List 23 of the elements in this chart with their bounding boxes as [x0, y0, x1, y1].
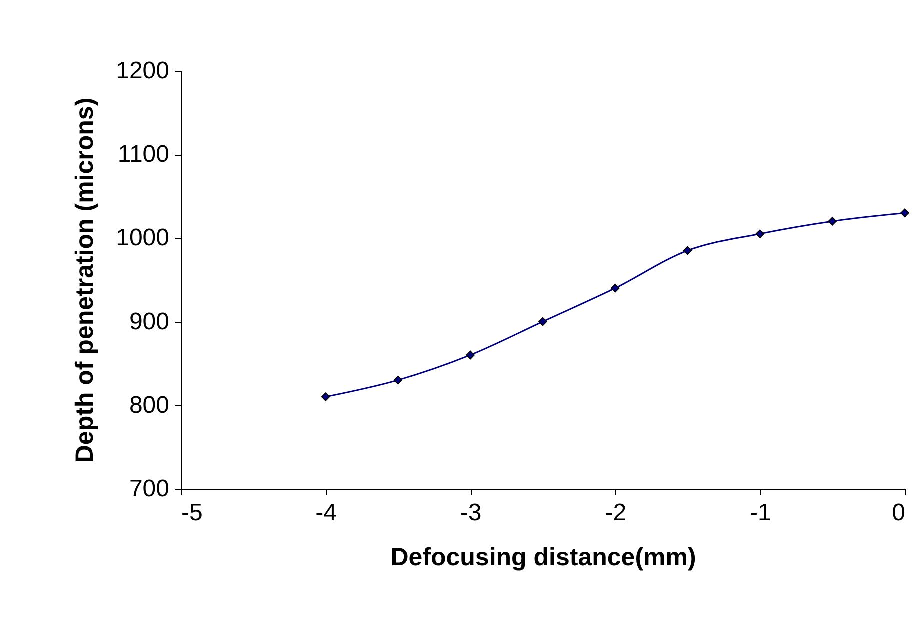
- x-tick-label: -2: [605, 500, 627, 526]
- x-tick-label: -1: [750, 500, 772, 526]
- point: [900, 208, 910, 218]
- x-axis-title: Defocusing distance(mm): [390, 544, 696, 572]
- y-tick-label: 900: [129, 308, 170, 336]
- point: [756, 230, 765, 238]
- point: [538, 317, 548, 326]
- y-tick-label: 1200: [116, 58, 170, 84]
- point: [466, 350, 475, 360]
- y-tick-label: 1000: [116, 224, 170, 252]
- point: [394, 376, 403, 385]
- y-tick-label: 1100: [118, 141, 170, 168]
- point: [611, 284, 620, 293]
- y-axis-title: Depth of penetration (microns): [71, 98, 100, 464]
- x-tick-label: 0: [892, 500, 906, 526]
- point: [321, 392, 330, 402]
- x-tick-label: -4: [316, 500, 337, 526]
- x-tick-label: -5: [182, 500, 203, 526]
- point: [828, 217, 837, 226]
- y-tick-label: 700: [129, 476, 170, 502]
- x-tick-label: -3: [460, 500, 482, 526]
- point: [683, 246, 692, 256]
- y-tick-label: 800: [129, 392, 170, 419]
